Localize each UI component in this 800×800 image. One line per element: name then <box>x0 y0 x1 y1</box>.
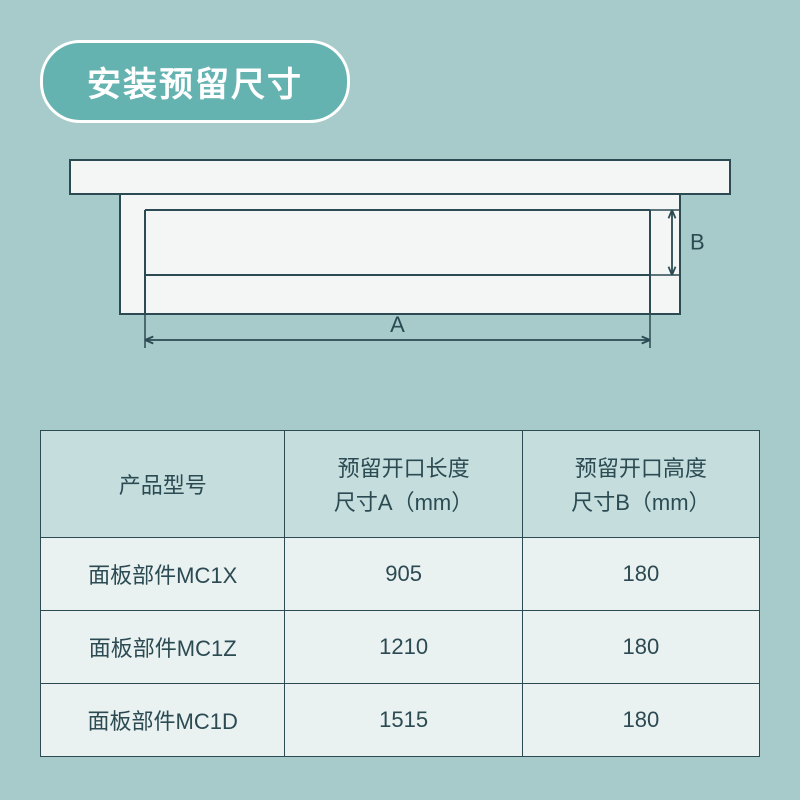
section-title-text: 安装预留尺寸 <box>87 66 303 104</box>
table-header-model: 产品型号 <box>41 431 285 538</box>
header-model-text: 产品型号 <box>119 473 207 498</box>
table-cell-a: 905 <box>285 538 522 611</box>
header-b-line2: 尺寸B（mm） <box>531 485 751 517</box>
page: 安装预留尺寸 AB 产品型号 预留开口长度 尺寸A（mm） 预留开口高度 尺寸B… <box>0 0 800 800</box>
cell-text: 面板部件MC1Z <box>89 636 237 661</box>
table-header-dim-b: 预留开口高度 尺寸B（mm） <box>522 431 759 538</box>
table-cell-b: 180 <box>522 684 759 757</box>
cell-text: 180 <box>623 561 660 586</box>
section-title-pill: 安装预留尺寸 <box>40 40 350 123</box>
table-cell-model: 面板部件MC1X <box>41 538 285 611</box>
cell-text: 面板部件MC1D <box>88 709 238 734</box>
header-b-line1: 预留开口高度 <box>575 456 707 481</box>
table-row: 面板部件MC1X 905 180 <box>41 538 760 611</box>
cell-text: 180 <box>623 634 660 659</box>
cell-text: 905 <box>385 561 422 586</box>
table-cell-b: 180 <box>522 611 759 684</box>
table-row: 面板部件MC1Z 1210 180 <box>41 611 760 684</box>
table-cell-a: 1515 <box>285 684 522 757</box>
cell-text: 180 <box>623 707 660 732</box>
header-a-line1: 预留开口长度 <box>338 456 470 481</box>
spec-table: 产品型号 预留开口长度 尺寸A（mm） 预留开口高度 尺寸B（mm） 面板部件M… <box>40 430 760 757</box>
dimension-diagram: AB <box>60 140 740 380</box>
table-row: 面板部件MC1D 1515 180 <box>41 684 760 757</box>
cell-text: 1210 <box>379 634 428 659</box>
table-cell-model: 面板部件MC1Z <box>41 611 285 684</box>
table-header-dim-a: 预留开口长度 尺寸A（mm） <box>285 431 522 538</box>
table-cell-a: 1210 <box>285 611 522 684</box>
table-cell-model: 面板部件MC1D <box>41 684 285 757</box>
svg-text:B: B <box>690 230 705 255</box>
table-cell-b: 180 <box>522 538 759 611</box>
table-header-row: 产品型号 预留开口长度 尺寸A（mm） 预留开口高度 尺寸B（mm） <box>41 431 760 538</box>
header-a-line2: 尺寸A（mm） <box>293 485 513 517</box>
svg-text:A: A <box>390 312 405 337</box>
cell-text: 1515 <box>379 707 428 732</box>
cell-text: 面板部件MC1X <box>88 563 237 588</box>
